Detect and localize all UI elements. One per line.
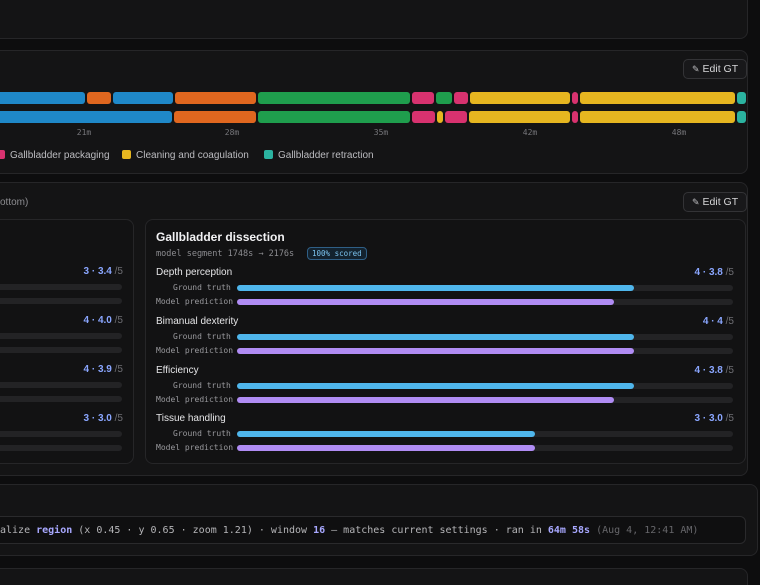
model-prediction-bar-fill [237,299,614,305]
left-bar [0,396,122,402]
timeline-segment-yellow[interactable] [469,111,570,123]
ground-truth-label: Ground truth [173,283,231,292]
timeline-segment-blue[interactable] [0,111,172,123]
left-score-4: 3 · 3.0 /5 [83,413,123,424]
timeline-segment-pink[interactable] [572,92,578,104]
metric-score: 4 · 3.8 /5 [694,267,734,278]
ground-truth-bar-fill [237,383,634,389]
timeline-tick: 35m [373,128,389,137]
left-bar [0,298,122,304]
timeline-segment-green[interactable] [436,92,452,104]
timeline-segment-yellow[interactable] [580,111,735,123]
legend-swatch [0,150,5,159]
timeline-tick: 42m [522,128,538,137]
legend-swatch [122,150,131,159]
model-segment-text: model segment 1748s → 2176s [156,249,295,259]
ground-truth-bar [237,285,733,291]
metric-name-bimanual-dexterity: Bimanual dexterity [156,316,239,327]
timeline-segment-orange[interactable] [175,92,256,104]
scores-edit-gt-button[interactable]: ✎ Edit GT [683,192,748,212]
timeline-segment-blue[interactable] [113,92,173,104]
phase-panel-gallbladder-dissection [145,219,746,464]
metric-name-efficiency: Efficiency [156,365,199,376]
ground-truth-timeline-track[interactable] [0,92,747,104]
timeline-segment-green[interactable] [258,111,410,123]
left-bar [0,445,122,451]
legend-swatch [264,150,273,159]
scores-section-header: ottom) [0,197,29,208]
legend-item-cleaning-and-coagulation: Cleaning and coagulation [122,150,249,161]
metric-score: 4 · 3.8 /5 [694,365,734,376]
timeline-tick: 48m [671,128,687,137]
ground-truth-bar-fill [237,431,535,437]
timeline-segment-teal[interactable] [737,111,746,123]
command-line-text: alize region (x 0.45 · y 0.65 · zoom 1.2… [0,525,699,536]
timeline-segment-yellow[interactable] [580,92,735,104]
timeline-segment-pink[interactable] [445,111,467,123]
ground-truth-bar [237,334,733,340]
timeline-segment-pink[interactable] [572,111,578,123]
left-phase-panel [0,219,134,464]
left-bar [0,284,122,290]
timeline-edit-gt-button[interactable]: ✎ Edit GT [683,59,748,79]
timeline-segment-yellow[interactable] [437,111,443,123]
left-score-3: 4 · 3.9 /5 [83,364,123,375]
bottom-card [0,568,748,585]
metric-name-depth-perception: Depth perception [156,267,233,278]
left-bar [0,382,122,388]
model-prediction-label: Model prediction [156,395,234,404]
timeline-segment-orange[interactable] [174,111,256,123]
ground-truth-label: Ground truth [173,381,231,390]
timeline-segment-pink[interactable] [412,111,435,123]
metric-score: 4 · 4 /5 [702,316,734,327]
phase-title: Gallbladder dissection [156,230,285,244]
legend-item-gallbladder-packaging: Gallbladder packaging [0,150,110,161]
top-card [0,0,748,39]
ground-truth-bar-fill [237,334,634,340]
ground-truth-bar [237,431,733,437]
ground-truth-label: Ground truth [173,429,231,438]
model-prediction-label: Model prediction [156,346,234,355]
command-line-box [0,516,746,544]
ground-truth-bar-fill [237,285,634,291]
timeline-segment-pink[interactable] [454,92,468,104]
left-bar [0,431,122,437]
metric-name-tissue-handling: Tissue handling [156,413,226,424]
left-bar [0,333,122,339]
timeline-segment-green[interactable] [258,92,410,104]
model-prediction-label: Model prediction [156,443,234,452]
pencil-icon: ✎ [692,64,700,74]
left-score-2: 4 · 4.0 /5 [83,315,123,326]
ground-truth-bar [237,383,733,389]
model-prediction-bar [237,348,733,354]
pencil-icon: ✎ [692,197,700,207]
timeline-tick: 28m [224,128,240,137]
model-prediction-bar-fill [237,397,614,403]
model-prediction-bar [237,445,733,451]
left-bar [0,347,122,353]
scored-badge: 100% scored [307,247,367,260]
model-prediction-label: Model prediction [156,297,234,306]
timeline-segment-teal[interactable] [737,92,746,104]
legend-item-gallbladder-retraction: Gallbladder retraction [264,150,374,161]
timeline-segment-blue[interactable] [0,92,85,104]
timeline-tick: 21m [76,128,92,137]
left-score-1: 3 · 3.4 /5 [83,266,123,277]
timeline-segment-yellow[interactable] [470,92,570,104]
model-prediction-bar-fill [237,445,535,451]
model-prediction-bar [237,299,733,305]
ground-truth-label: Ground truth [173,332,231,341]
timeline-segment-pink[interactable] [412,92,434,104]
timeline-segment-orange[interactable] [87,92,111,104]
metric-score: 3 · 3.0 /5 [694,413,734,424]
model-prediction-bar-fill [237,348,634,354]
model-timeline-track[interactable] [0,111,747,123]
model-prediction-bar [237,397,733,403]
